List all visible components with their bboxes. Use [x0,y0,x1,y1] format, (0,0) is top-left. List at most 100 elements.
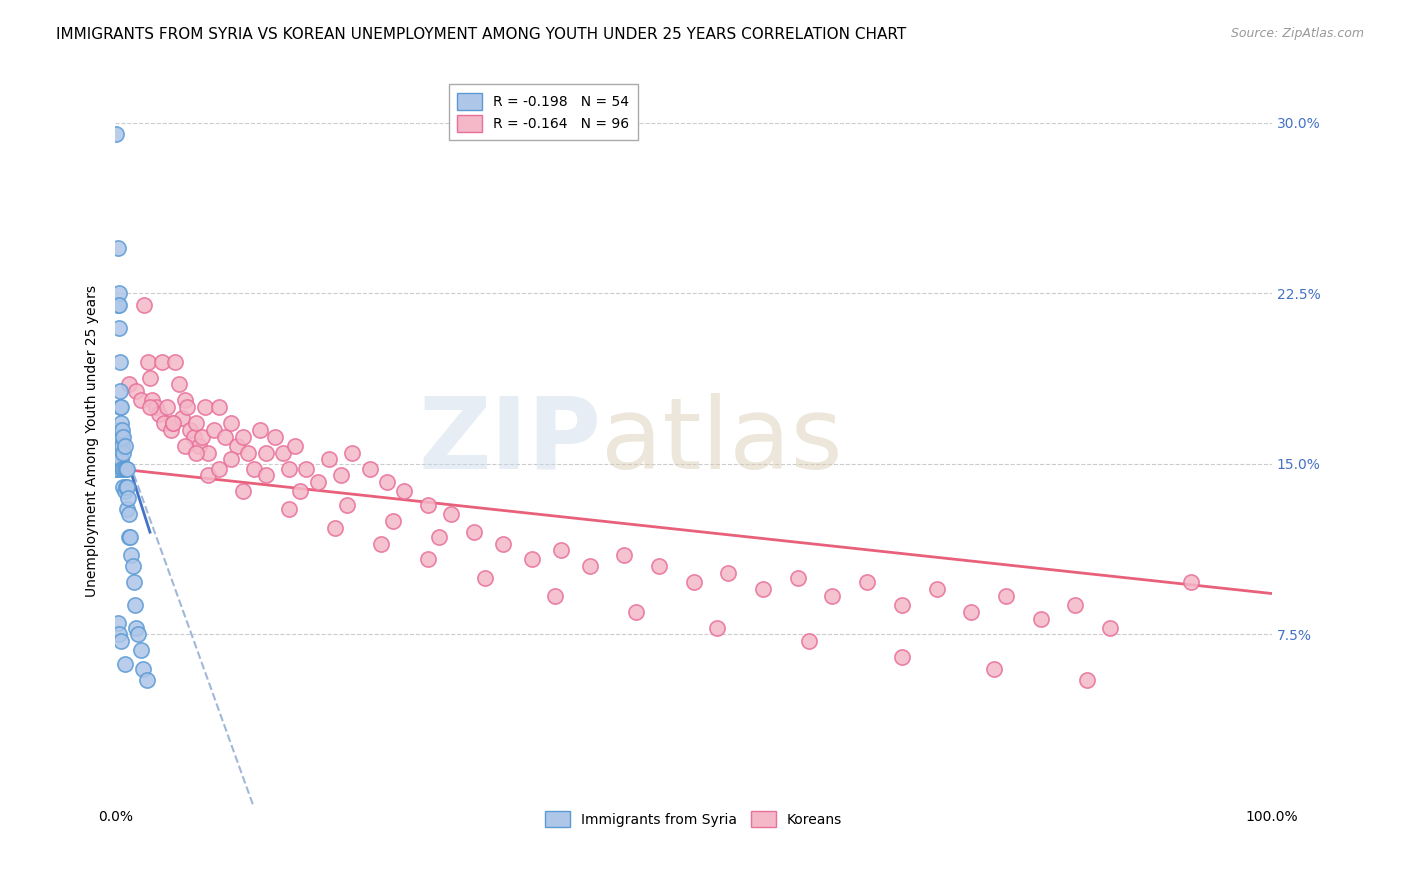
Point [231,430,253,444]
Text: IMMIGRANTS FROM SYRIA VS KOREAN UNEMPLOYMENT AMONG YOUTH UNDER 25 YEARS CORRELAT: IMMIGRANTS FROM SYRIA VS KOREAN UNEMPLOY… [56,27,907,42]
Point [1098,621,1121,635]
Point [108,423,131,437]
Point [342,445,364,459]
Point [121,548,143,562]
Point [162,416,184,430]
Point [648,559,671,574]
Point [107,616,129,631]
Point [107,627,129,641]
Point [134,298,156,312]
Point [110,452,132,467]
Point [107,461,129,475]
Point [121,559,143,574]
Point [114,484,136,499]
Text: atlas: atlas [602,392,842,490]
Point [105,452,128,467]
Point [194,400,217,414]
Point [284,439,307,453]
Point [1029,611,1052,625]
Point [440,507,463,521]
Point [165,354,187,368]
Point [336,498,359,512]
Point [132,662,155,676]
Point [112,461,135,475]
Point [162,416,184,430]
Point [129,393,152,408]
Point [153,416,176,430]
Point [323,521,346,535]
Point [114,657,136,671]
Point [381,514,404,528]
Point [613,548,636,562]
Point [159,423,181,437]
Point [821,589,844,603]
Point [124,598,146,612]
Point [107,286,129,301]
Point [112,430,135,444]
Point [110,430,132,444]
Point [129,643,152,657]
Point [307,475,329,490]
Point [191,430,214,444]
Point [156,400,179,414]
Point [786,571,808,585]
Point [176,400,198,414]
Point [127,627,149,641]
Point [254,468,277,483]
Point [202,423,225,437]
Point [208,400,231,414]
Point [108,400,131,414]
Point [318,452,340,467]
Point [114,439,136,453]
Point [375,475,398,490]
Point [105,461,128,475]
Point [183,430,205,444]
Point [108,445,131,459]
Point [112,445,135,459]
Point [427,530,450,544]
Point [145,400,167,414]
Point [1180,575,1202,590]
Point [219,416,242,430]
Point [290,484,312,499]
Point [135,673,157,687]
Point [231,484,253,499]
Point [107,298,129,312]
Point [107,452,129,467]
Point [214,430,236,444]
Point [173,439,195,453]
Point [105,128,128,142]
Point [492,536,515,550]
Point [141,393,163,408]
Point [243,461,266,475]
Point [264,430,287,444]
Point [370,536,392,550]
Point [111,439,134,453]
Point [1076,673,1098,687]
Point [208,461,231,475]
Point [187,439,209,453]
Point [115,480,138,494]
Point [197,445,219,459]
Y-axis label: Unemployment Among Youth under 25 years: Unemployment Among Youth under 25 years [86,285,100,598]
Point [890,598,912,612]
Point [139,370,162,384]
Point [179,423,201,437]
Point [277,502,299,516]
Point [197,468,219,483]
Point [271,445,294,459]
Point [624,605,647,619]
Legend: Immigrants from Syria, Koreans: Immigrants from Syria, Koreans [538,804,849,834]
Point [122,575,145,590]
Point [994,589,1017,603]
Point [706,621,728,635]
Point [463,525,485,540]
Point [111,461,134,475]
Point [120,530,142,544]
Point [148,407,170,421]
Point [110,400,132,414]
Point [108,354,131,368]
Point [717,566,740,580]
Point [682,575,704,590]
Point [107,439,129,453]
